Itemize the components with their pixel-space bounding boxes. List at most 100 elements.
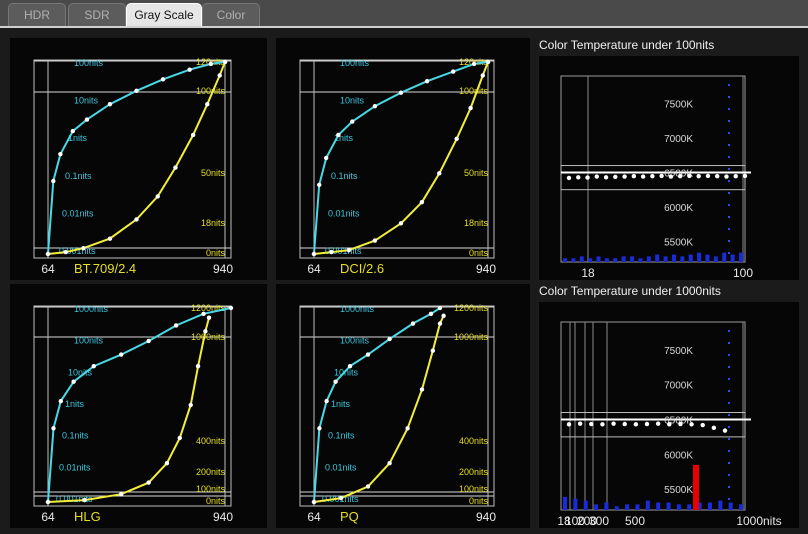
blue-bar <box>722 252 727 262</box>
y-axis-label: 7500K <box>664 346 693 357</box>
yellow-axis-label: 100nits <box>459 86 489 96</box>
x-start-label: 64 <box>41 510 55 524</box>
data-point <box>317 426 322 431</box>
cyan-axis-label: 100nits <box>340 58 370 68</box>
data-point <box>317 182 322 188</box>
data-point <box>566 175 572 181</box>
data-point <box>689 422 694 427</box>
tab-gray-scale[interactable]: Gray Scale <box>126 3 202 26</box>
yellow-axis-label: 100nits <box>196 86 226 96</box>
blue-bar <box>579 256 584 262</box>
data-point <box>45 499 51 505</box>
data-point <box>333 379 338 384</box>
curve-name-label: HLG <box>74 509 101 524</box>
yellow-axis-label: 50nits <box>201 168 226 178</box>
data-point <box>603 175 609 180</box>
x-axis-label: 200 <box>577 514 597 528</box>
data-point <box>81 246 86 251</box>
data-point <box>405 426 410 431</box>
data-point <box>134 88 139 93</box>
data-point <box>437 321 443 326</box>
data-point <box>203 329 208 334</box>
gamma-chart-pq: 1000nits 100nits 10nits 1nits 0.1nits 0.01nit… <box>299 303 496 524</box>
cyan-axis-label: 0.01nits <box>325 462 357 472</box>
cyan-axis-label: 10nits <box>68 367 93 377</box>
data-point <box>668 174 674 179</box>
cyan-axis-label: 10nits <box>74 96 99 106</box>
plot-frame <box>33 305 232 507</box>
yellow-axis-label: 400nits <box>196 436 226 446</box>
data-point <box>600 422 605 427</box>
gamma-chart-dci: 100nits10nits1nits0.1nits0.01nits0.001ni… <box>299 57 496 276</box>
cyan-axis-label: 1nits <box>334 133 354 143</box>
yellow-axis-label: 50nits <box>464 168 489 178</box>
cyan-axis-label: 10nits <box>334 367 359 377</box>
data-point <box>715 174 720 179</box>
cyan-axis-label: 1nits <box>68 133 88 143</box>
data-point <box>387 336 392 342</box>
gamma-curve-yellow <box>47 317 210 503</box>
data-point <box>146 338 151 344</box>
data-point <box>424 79 430 84</box>
blue-bar <box>563 496 567 510</box>
blue-bar <box>588 258 593 262</box>
data-point <box>650 174 655 179</box>
tab-hdr[interactable]: HDR <box>8 3 66 26</box>
blue-bar <box>687 504 692 510</box>
data-point <box>187 67 192 72</box>
data-point <box>206 315 212 320</box>
data-point <box>622 174 627 179</box>
data-point <box>205 102 210 107</box>
gamma-curve-cyan <box>47 307 232 503</box>
x-end-label: 940 <box>213 262 233 276</box>
tab-color[interactable]: Color <box>202 3 260 26</box>
data-point <box>471 61 477 67</box>
data-point <box>437 171 442 176</box>
data-point <box>454 136 459 141</box>
gamma-panel-pq: 1000nits 100nits 10nits 1nits 0.1nits 0.01nit… <box>276 284 530 528</box>
tab-sdr[interactable]: SDR <box>68 3 126 26</box>
data-point <box>58 398 64 404</box>
gamma-panel-bt709: 100nits 10nits 1nits 0.1nits 0.01nits 0.001ni… <box>10 38 267 280</box>
y-axis-label: 7500K <box>664 100 693 111</box>
data-point <box>190 132 196 138</box>
x-end-label: 940 <box>476 510 496 524</box>
blue-bar <box>594 504 599 510</box>
y-axis-label: 6500K <box>664 168 693 179</box>
blue-bar <box>638 258 643 262</box>
blue-bar <box>697 502 702 510</box>
data-point <box>107 236 113 241</box>
data-point <box>733 174 738 179</box>
blue-bar <box>604 502 609 510</box>
yellow-axis-label: 200nits <box>459 467 489 477</box>
data-point <box>173 323 179 328</box>
cyan-axis-label: 1000nits <box>74 304 109 314</box>
data-point <box>201 311 206 317</box>
gamma-panel-dci: 100nits 10nits 1nits 0.1nits 0.01nits 0.001ni… <box>276 38 530 280</box>
curve-name-label: BT.709/2.4 <box>74 261 136 276</box>
blue-bar <box>645 500 650 510</box>
data-point <box>45 251 51 257</box>
data-point <box>365 484 371 489</box>
yellow-axis-label: 18nits <box>464 218 489 228</box>
blue-bar <box>713 256 718 262</box>
data-point <box>329 249 334 255</box>
gamma-chart-bt709: 100nits 10nits 1nits 0.1nits 0.01nits 0.001ni… <box>33 57 233 276</box>
yellow-axis-label: 1200nits <box>191 303 226 313</box>
cyan-axis-label: 0.01nits <box>328 208 360 218</box>
blue-bar <box>680 256 685 262</box>
cyan-axis-label: 0.01nits <box>62 208 94 218</box>
blue-bar <box>739 504 743 510</box>
yellow-axis-label: 0nits <box>206 496 226 506</box>
cyan-axis-label: 0.1nits <box>65 171 92 181</box>
x-axis-label: 300 <box>589 514 609 528</box>
data-point <box>398 221 404 226</box>
plot-frame <box>299 59 495 259</box>
data-point <box>387 461 392 466</box>
blue-bar <box>697 252 702 262</box>
data-point <box>480 73 485 78</box>
data-point <box>365 352 371 357</box>
data-point <box>659 173 664 179</box>
yellow-axis-label: 1200nits <box>454 303 489 313</box>
blue-bar <box>613 258 618 262</box>
